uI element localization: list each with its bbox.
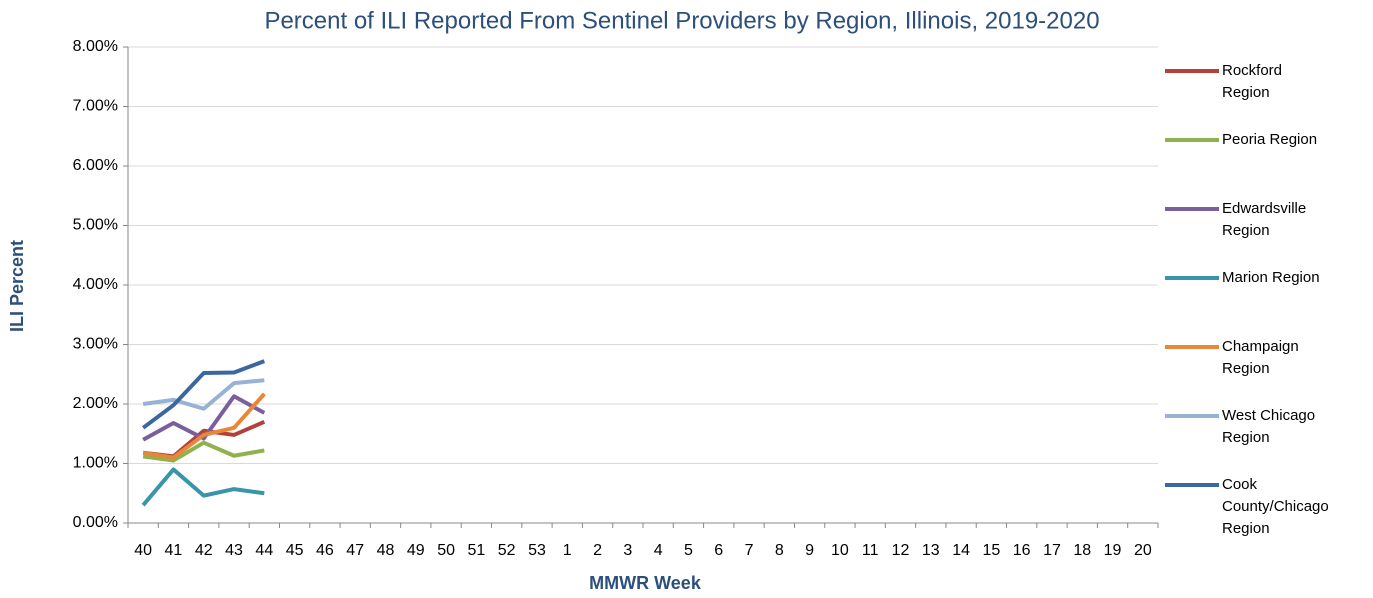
x-tick-label: 4 [654,542,663,559]
legend-label: Edwardsville Region [1222,200,1307,239]
series-line [141,359,266,430]
legend-label: Cook County/Chicago Region [1222,476,1329,537]
x-tick-label: 10 [831,542,849,559]
y-tick-label: 6.00% [73,157,118,174]
x-tick-label: 3 [623,542,632,559]
x-tick-label: 44 [255,542,273,559]
y-tick-label: 2.00% [73,395,118,412]
x-tick-label: 46 [316,542,334,559]
series-line [142,394,266,442]
x-tick-label: 9 [805,542,814,559]
legend-label: Peoria Region [1222,131,1318,148]
x-tick-label: 43 [225,542,243,559]
x-tick-label: 42 [195,542,213,559]
x-tick-label: 50 [437,542,455,559]
x-tick-label: 49 [407,542,425,559]
y-tick-label: 5.00% [73,217,118,234]
x-tick-label: 17 [1043,542,1061,559]
y-tick-label: 0.00% [73,514,118,531]
x-tick-label: 8 [775,542,784,559]
x-tick-label: 53 [528,542,546,559]
series-line [142,392,266,460]
x-tick-label: 16 [1013,542,1031,559]
x-tick-label: 6 [714,542,723,559]
legend-label: Champaign Region [1222,338,1299,377]
x-tick-label: 40 [134,542,152,559]
x-tick-label: 52 [498,542,516,559]
y-tick-label: 4.00% [73,276,118,293]
series-line [141,467,265,507]
y-tick-label: 3.00% [73,336,118,353]
x-tick-label: 1 [563,542,572,559]
x-tick-label: 45 [286,542,304,559]
series-line [142,378,265,411]
x-tick-label: 41 [165,542,183,559]
y-tick-label: 7.00% [73,98,118,115]
x-tick-label: 7 [745,542,754,559]
x-tick-label: 14 [952,542,970,559]
x-tick-label: 13 [922,542,940,559]
x-tick-label: 47 [346,542,364,559]
x-tick-label: 48 [377,542,395,559]
x-tick-label: 5 [684,542,693,559]
y-tick-label: 1.00% [73,455,118,472]
y-tick-label: 8.00% [73,38,118,55]
chart-title: Percent of ILI Reported From Sentinel Pr… [264,7,1099,34]
x-tick-label: 19 [1104,542,1122,559]
x-tick-label: 20 [1134,542,1152,559]
y-axis-title: ILI Percent [7,240,27,332]
series-line [142,440,265,463]
legend-label: Marion Region [1222,269,1320,286]
x-axis-title: MMWR Week [589,573,702,593]
x-tick-label: 11 [862,542,879,559]
x-tick-label: 18 [1073,542,1091,559]
x-tick-label: 2 [593,542,602,559]
legend-label: West Chicago Region [1222,407,1316,446]
x-tick-label: 15 [982,542,1000,559]
legend-label: Rockford Region [1222,62,1283,101]
x-tick-label: 12 [892,542,910,559]
x-tick-label: 51 [467,542,485,559]
